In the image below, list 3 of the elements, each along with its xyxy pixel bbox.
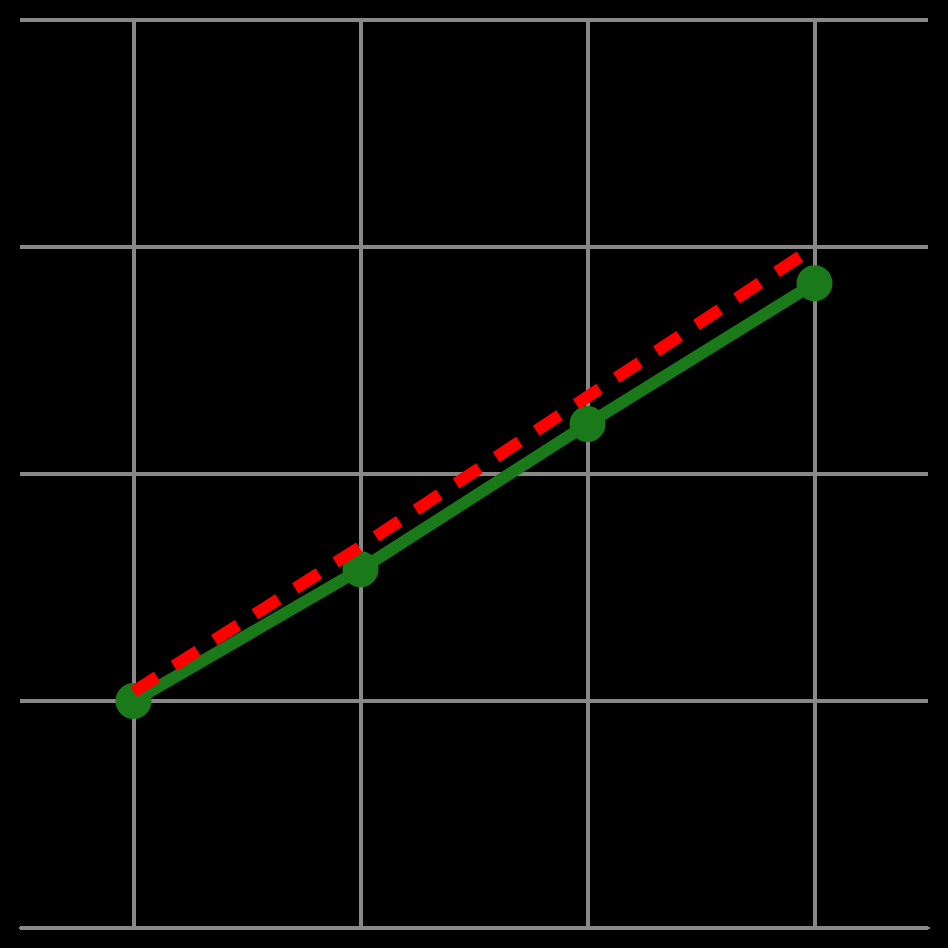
point	[342, 551, 379, 588]
point	[796, 265, 833, 302]
point	[569, 406, 606, 443]
